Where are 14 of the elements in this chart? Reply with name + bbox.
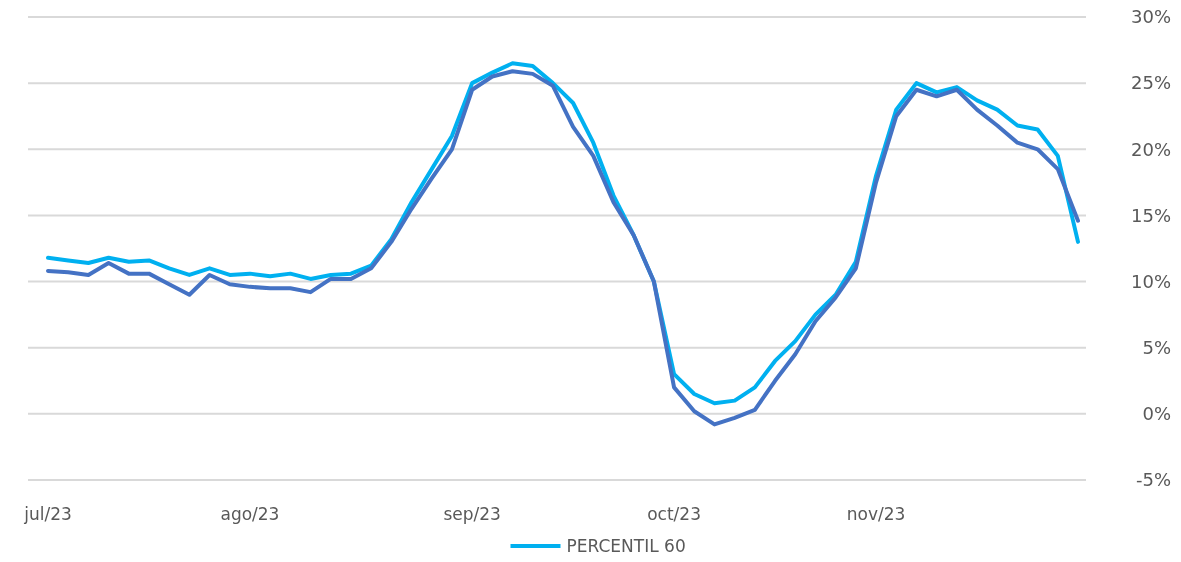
x-tick-label: jul/23 [23,504,72,524]
y-tick-label: 20% [1130,138,1171,160]
x-tick-label: ago/23 [220,504,280,524]
y-tick-label: 15% [1130,204,1171,226]
legend-label: PERCENTIL 60 [566,535,686,556]
x-tick-label: nov/23 [846,504,906,524]
y-tick-label: 0% [1142,403,1171,425]
x-tick-label: oct/23 [647,504,701,524]
x-tick-label: sep/23 [443,504,501,524]
y-tick-label: 5% [1142,337,1171,359]
y-tick-label: -5% [1135,469,1171,491]
y-tick-label: 25% [1130,72,1171,94]
y-tick-label: 10% [1130,270,1171,292]
y-tick-label: 30% [1130,6,1171,28]
